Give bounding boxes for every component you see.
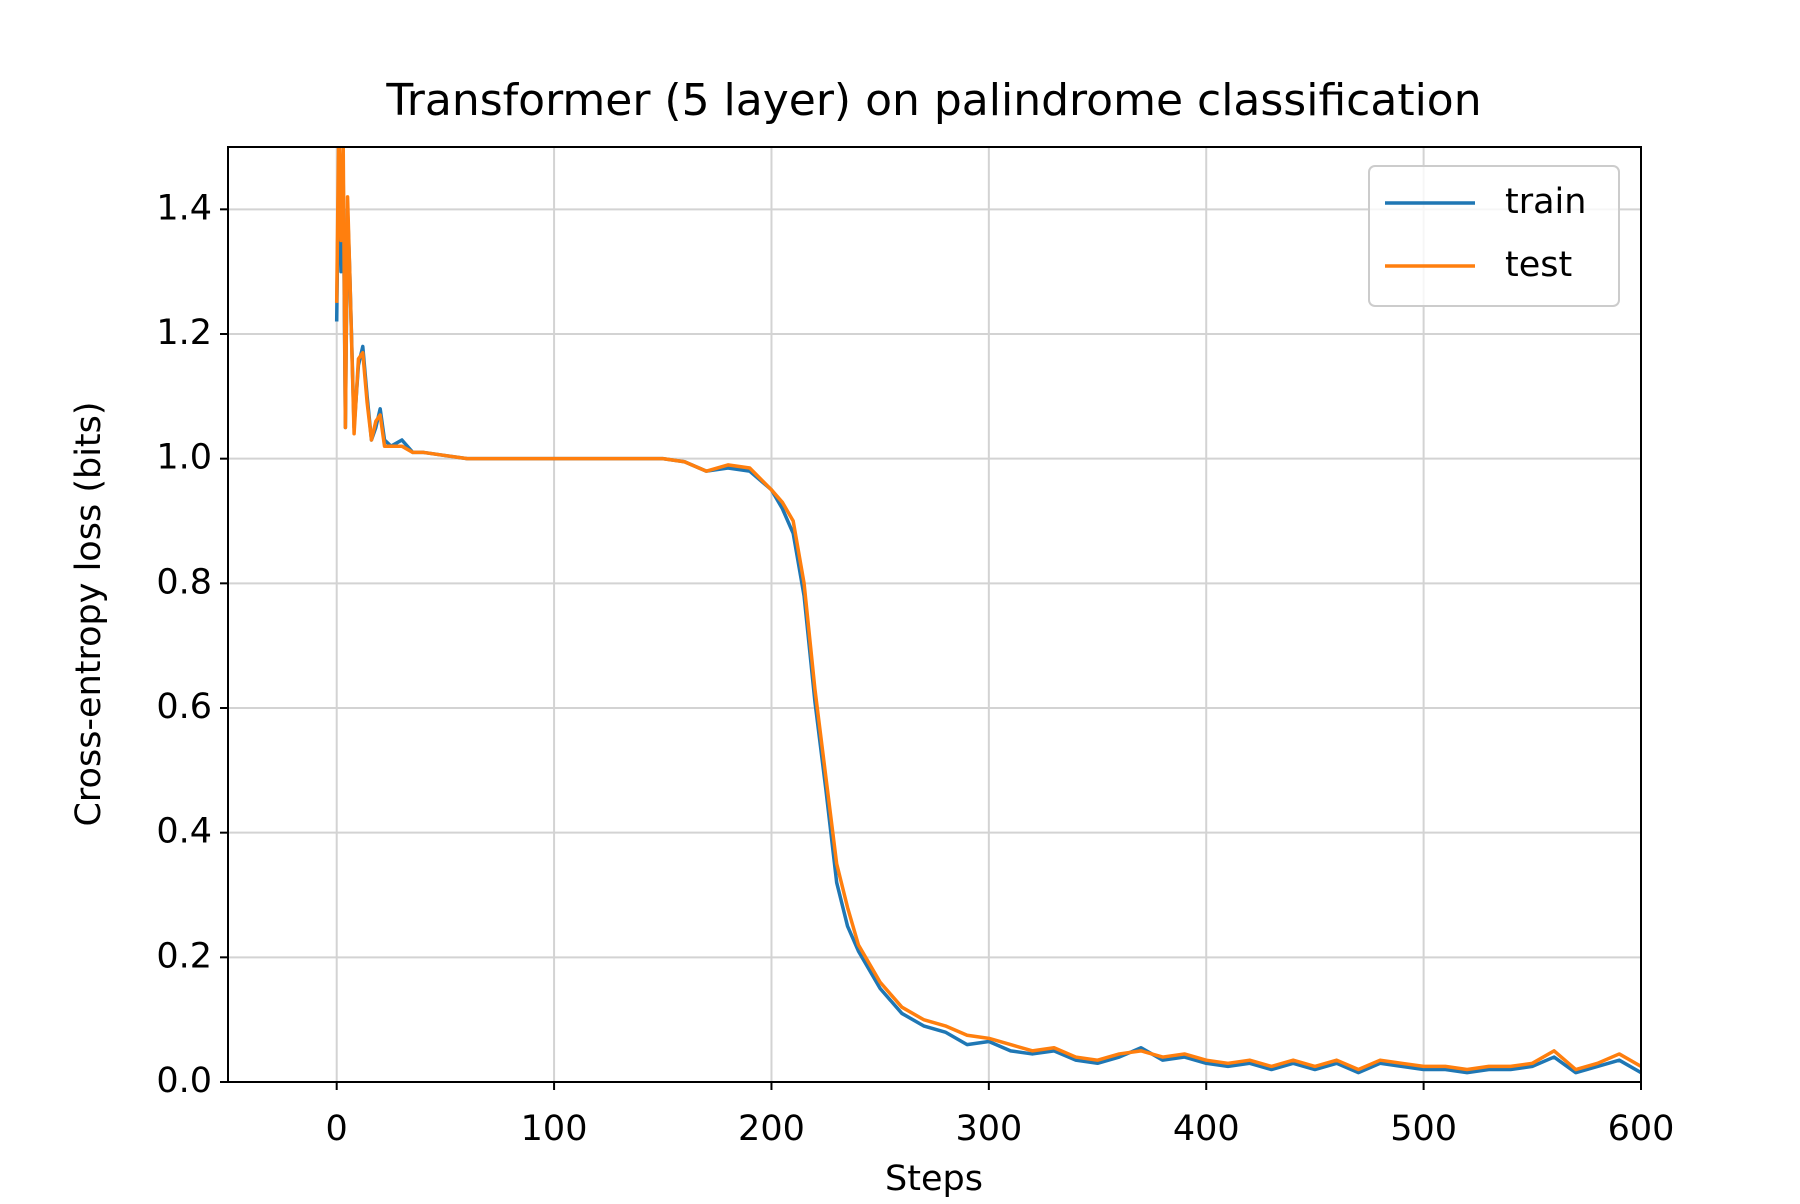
y-tick-label: 0.2 [156,936,212,976]
x-tick-label: 400 [1173,1109,1240,1149]
legend: train test [1368,165,1620,307]
chart-title: Transformer (5 layer) on palindrome clas… [385,75,1481,126]
x-tick-label: 100 [521,1109,588,1149]
legend-label: train [1505,182,1586,222]
y-tick-label: 0.0 [156,1061,212,1101]
y-tick-label: 0.8 [156,562,212,602]
x-tick-label: 500 [1390,1109,1457,1149]
y-tick-label: 0.4 [156,812,212,852]
x-tick-label: 200 [738,1109,805,1149]
y-axis-label: Cross-entropy loss (bits) [69,401,109,826]
legend-box [1368,165,1620,307]
legend-label: test [1505,245,1572,285]
x-axis-label: Steps [885,1159,983,1199]
plot-area [334,147,1641,1075]
ticks: 0 100 200 300 400 500 600 0.0 0.2 0.4 0.6 0.8 1.0 1.2… [156,188,1674,1149]
y-tick-label: 0.6 [156,687,212,727]
y-tick-label: 1.0 [156,438,212,478]
series-line [334,147,1641,1072]
x-tick-label: 600 [1608,1109,1675,1149]
y-tick-label: 1.2 [156,313,212,353]
y-tick-label: 1.4 [156,188,212,228]
x-tick-label: 300 [955,1109,1022,1149]
x-tick-label: 0 [326,1109,348,1149]
axes-frame [227,146,1642,1083]
